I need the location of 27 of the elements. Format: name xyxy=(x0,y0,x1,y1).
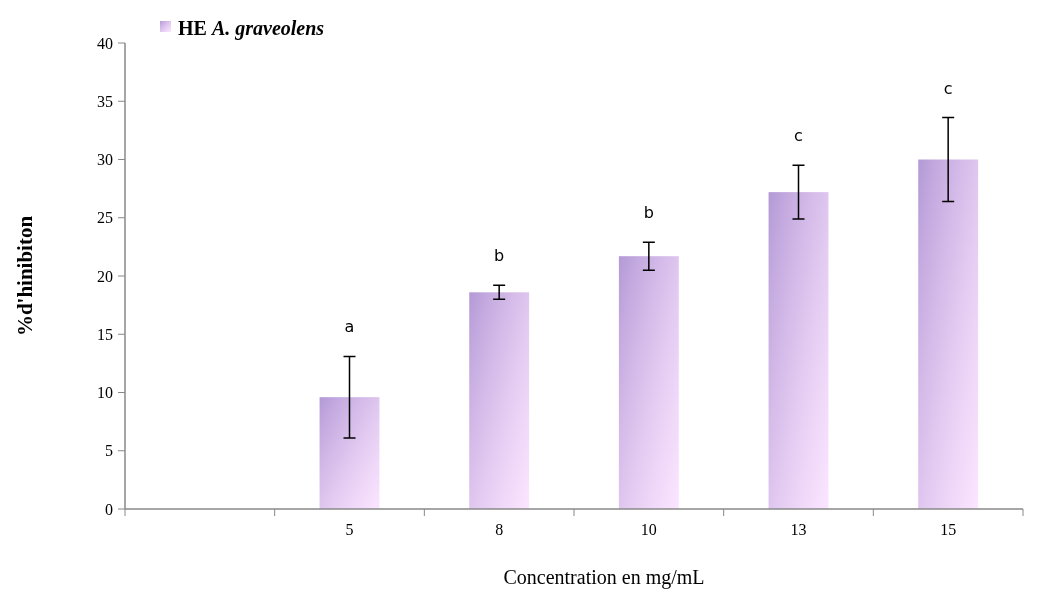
x-tick-label: 15 xyxy=(940,521,957,538)
annotation: a xyxy=(344,317,355,337)
y-tick-label: 35 xyxy=(97,92,113,110)
bar xyxy=(319,397,380,509)
y-tick-label: 30 xyxy=(97,151,113,169)
y-tick-label: 20 xyxy=(97,267,113,285)
annotation: c xyxy=(943,78,953,98)
y-tick-label: 0 xyxy=(105,500,113,518)
y-tick-label: 40 xyxy=(97,34,113,52)
annotation: c xyxy=(794,126,803,146)
x-tick-label: 13 xyxy=(790,521,807,538)
bar xyxy=(768,192,829,509)
y-tick-label: 5 xyxy=(105,442,113,460)
annotation: b xyxy=(494,246,505,266)
bar xyxy=(618,256,679,509)
bar xyxy=(469,292,530,509)
y-tick-label: 15 xyxy=(97,325,113,343)
annotation: b xyxy=(643,203,654,223)
x-tick-label: 8 xyxy=(495,521,504,538)
x-tick-label: 5 xyxy=(345,521,354,538)
legend-label: HE A. graveolens xyxy=(178,17,325,40)
y-tick-label: 10 xyxy=(97,384,113,402)
bar xyxy=(918,159,979,509)
x-axis-title: Concentration en mg/mL xyxy=(503,566,705,589)
y-axis-title: %d'hinibiton xyxy=(13,215,37,337)
x-tick-label: 10 xyxy=(640,521,657,538)
y-tick-label: 25 xyxy=(97,209,113,227)
